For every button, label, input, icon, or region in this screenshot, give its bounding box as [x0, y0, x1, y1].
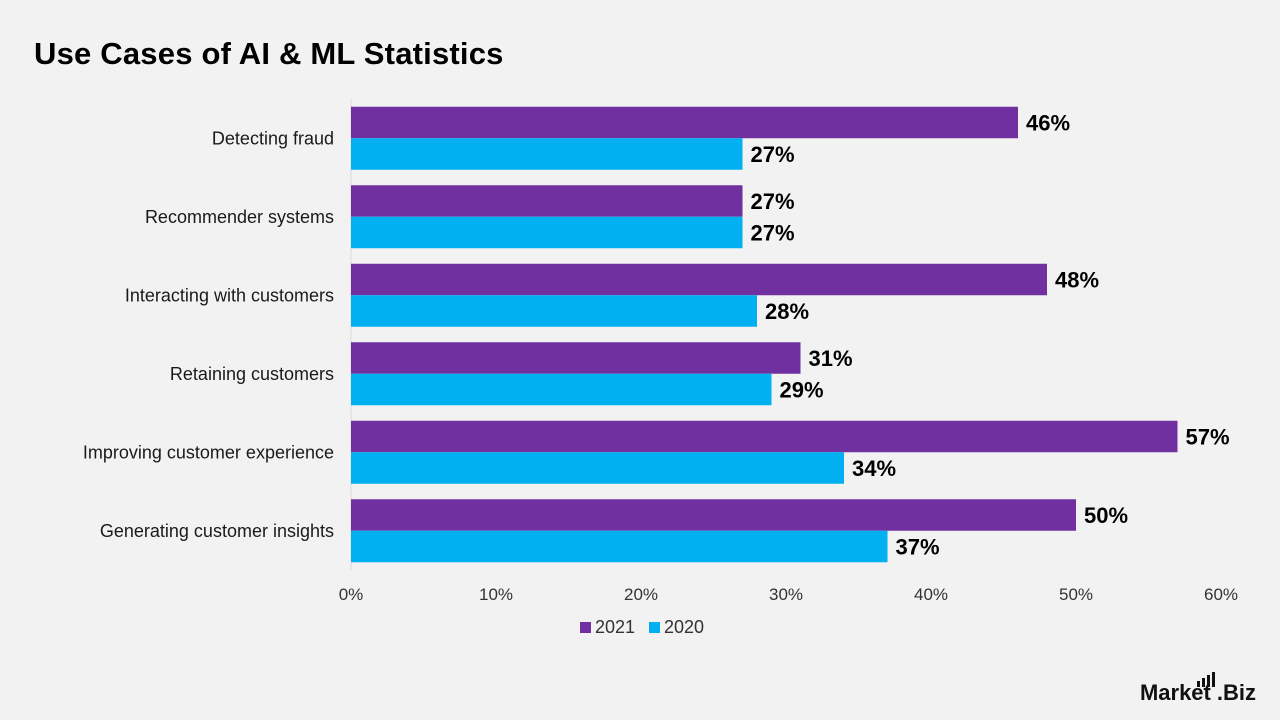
category-label: Interacting with customers	[125, 285, 334, 305]
data-label-2021: 31%	[809, 346, 853, 371]
bar-2021	[351, 499, 1076, 531]
category-label: Retaining customers	[170, 364, 334, 384]
x-tick-label: 30%	[769, 585, 803, 604]
category-label: Generating customer insights	[100, 521, 334, 541]
brand-logo: Market .Biz	[1140, 672, 1256, 706]
bar-2020	[351, 216, 743, 249]
data-label-2020: 29%	[780, 378, 824, 403]
x-tick-label: 10%	[479, 585, 513, 604]
data-label-2021: 27%	[751, 189, 795, 214]
bar-2021	[351, 106, 1018, 139]
category-label: Recommender systems	[145, 207, 334, 227]
category-label: Detecting fraud	[212, 128, 334, 148]
bar-2021	[351, 342, 801, 374]
data-label-2020: 27%	[751, 221, 795, 246]
legend-swatch-2020	[649, 622, 660, 633]
category-label: Improving customer experience	[83, 442, 334, 462]
bar-2020	[351, 295, 757, 327]
logo-bars-icon	[1196, 672, 1215, 687]
data-label-2021: 48%	[1055, 268, 1099, 293]
x-tick-label: 40%	[914, 585, 948, 604]
legend-label-2021: 2021	[594, 617, 635, 637]
bar-2020	[351, 138, 743, 170]
bar-2020	[351, 452, 844, 484]
chart-title: Use Cases of AI & ML Statistics	[34, 36, 504, 71]
data-label-2021: 57%	[1186, 425, 1230, 450]
legend-swatch-2021	[579, 622, 591, 633]
data-label-2020: 28%	[765, 299, 809, 324]
x-tick-label: 0%	[339, 585, 364, 604]
bar-2021	[351, 263, 1047, 296]
data-label-2020: 34%	[852, 456, 896, 481]
legend-label-2020: 2020	[664, 617, 705, 637]
bar-2020	[351, 530, 888, 563]
logo-text-suffix: .Biz	[1216, 680, 1256, 705]
data-label-2020: 27%	[751, 142, 795, 167]
data-label-2020: 37%	[896, 535, 940, 560]
data-label-2021: 46%	[1026, 111, 1070, 136]
data-label-2021: 50%	[1084, 503, 1128, 528]
chart-legend: 2021 2020	[0, 617, 1280, 638]
legend-item-2020: 2020	[649, 617, 704, 638]
bar-2020	[351, 373, 772, 406]
x-tick-label: 20%	[624, 585, 658, 604]
x-tick-label: 50%	[1059, 585, 1093, 604]
bar-2021	[351, 185, 743, 217]
x-tick-label: 60%	[1204, 585, 1238, 604]
bar-2021	[351, 420, 1178, 453]
legend-item-2021: 2021	[579, 617, 635, 638]
